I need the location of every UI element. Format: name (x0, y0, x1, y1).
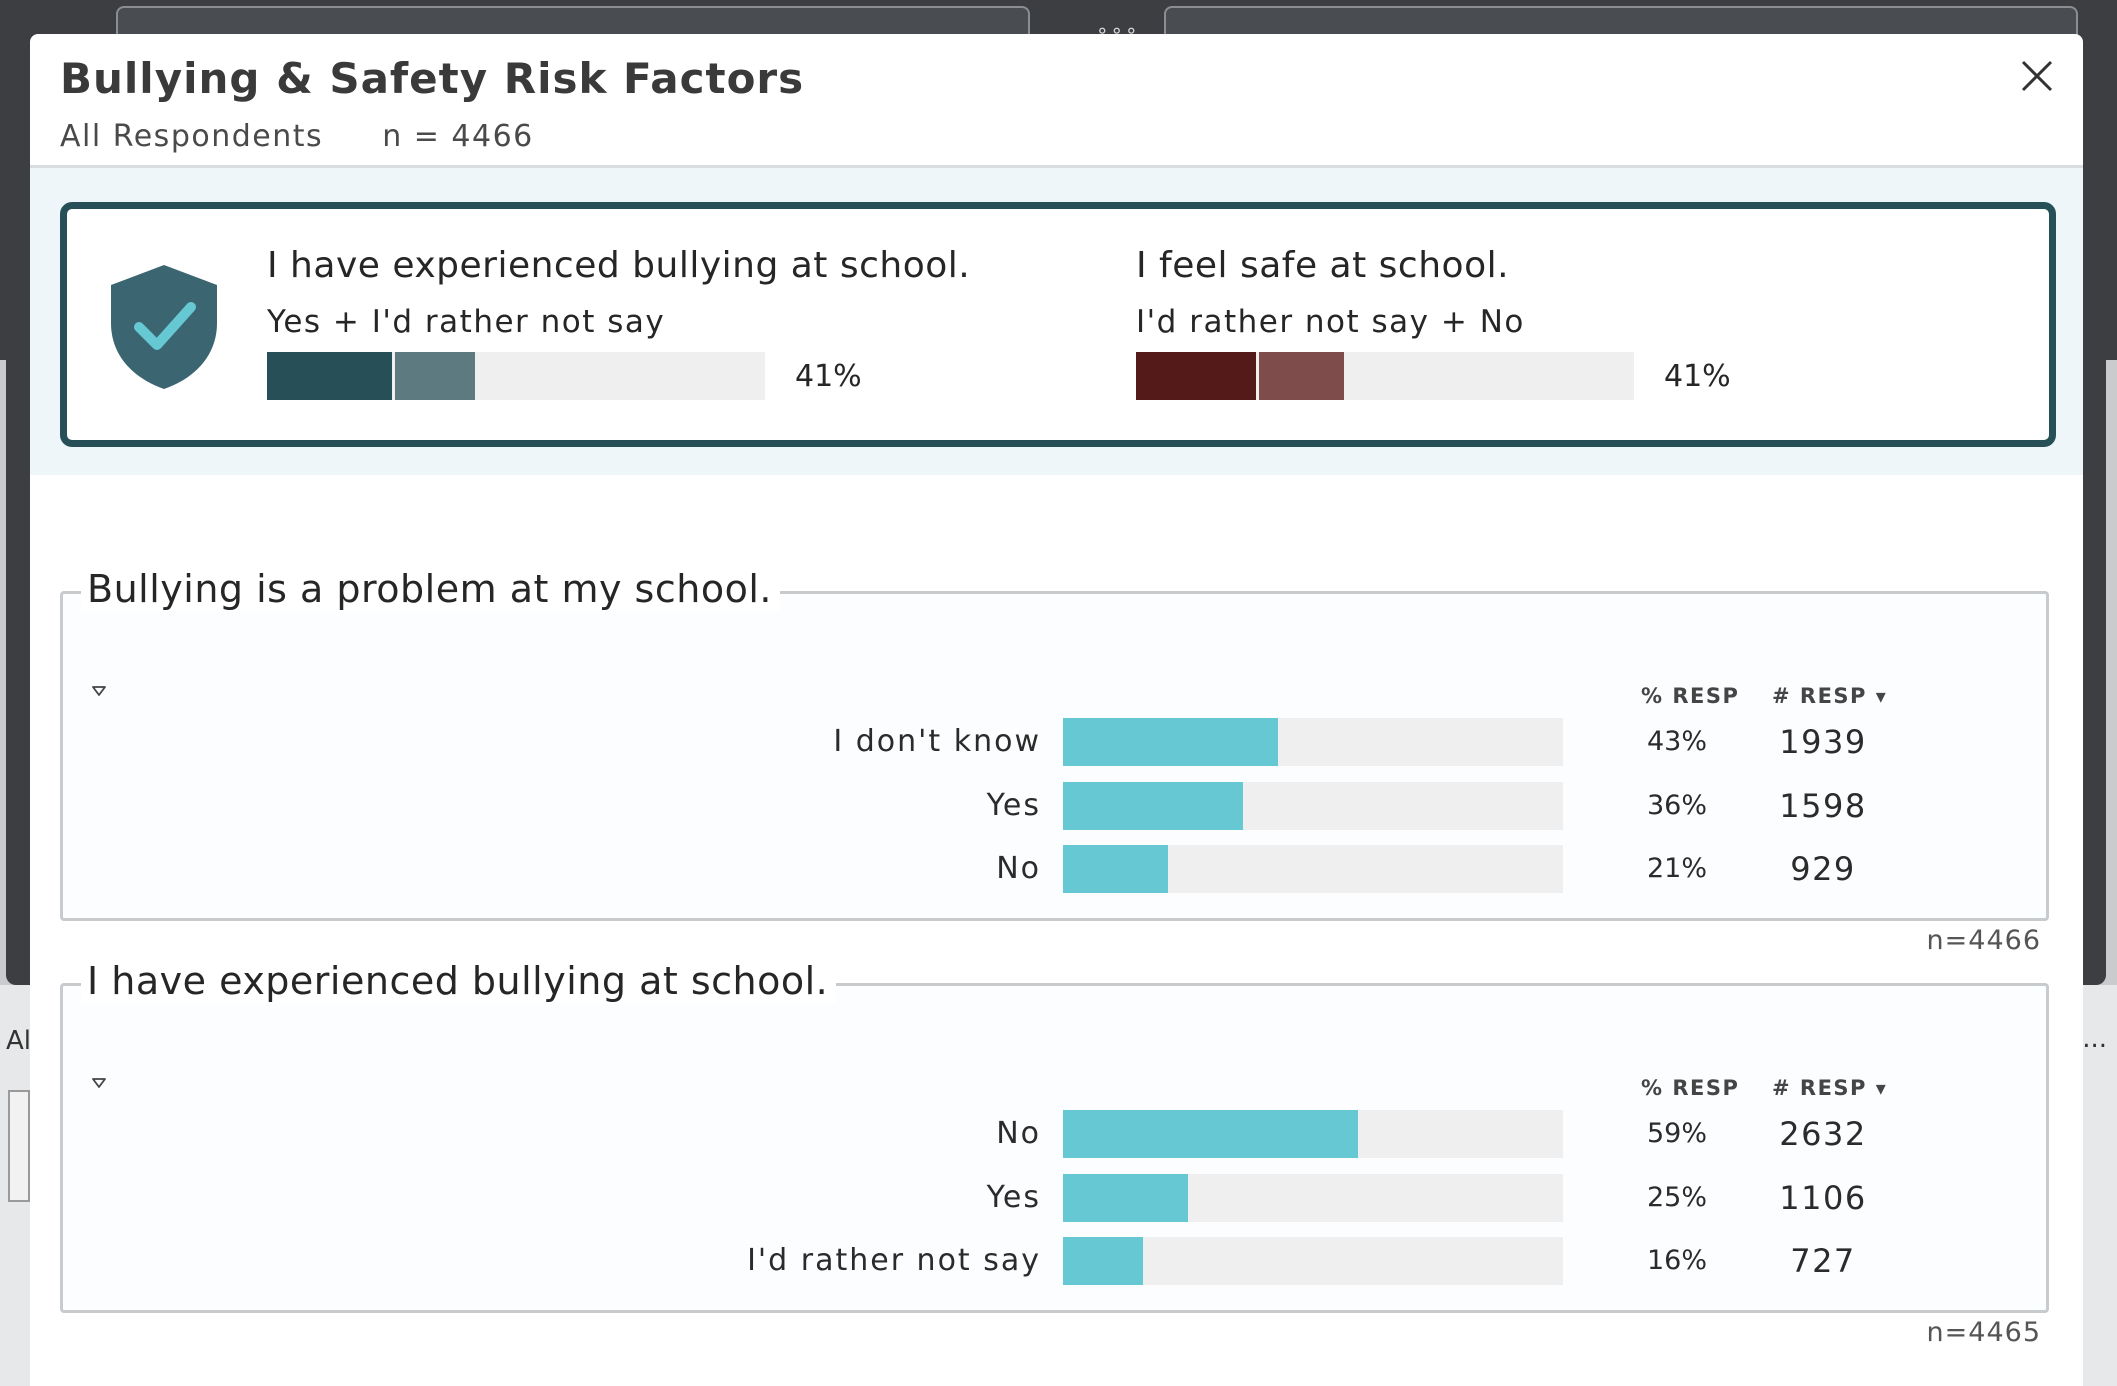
background-side-text: Al (6, 1026, 32, 1056)
column-header-num-resp[interactable]: # RESP ▾ (1772, 684, 1888, 708)
shield-check-icon (111, 265, 217, 389)
modal-title: Bullying & Safety Risk Factors (60, 54, 805, 103)
background-more-icon: ... (2082, 1024, 2107, 1054)
bar-fill (1063, 1173, 1188, 1222)
risk-factors-modal: Bullying & Safety Risk Factors All Respo… (30, 34, 2083, 1386)
respondent-group: All Respondents (60, 119, 324, 154)
bar-track (1063, 781, 1563, 830)
bar-fill (1063, 718, 1278, 766)
bar-track (1063, 1237, 1563, 1285)
bar-track (1063, 718, 1563, 766)
triangle-down-icon[interactable] (91, 684, 107, 698)
modal-subtitle: All Respondents n = 4466 (60, 119, 2083, 154)
stacked-bar (267, 352, 765, 400)
summary-card: I have experienced bullying at school. Y… (60, 202, 2056, 447)
row-percent: 43% (1646, 726, 1707, 757)
row-percent: 36% (1646, 789, 1707, 821)
row-label: I'd rather not say (747, 1243, 1041, 1278)
row-count: 1106 (1779, 1178, 1867, 1217)
row-label: No (996, 851, 1041, 886)
table-row: No 21% 929 (63, 845, 2046, 893)
bar-track (1063, 1173, 1563, 1222)
row-label: Yes (986, 1179, 1041, 1215)
column-header-pct-resp: % RESP (1641, 1076, 1740, 1100)
close-icon[interactable] (2017, 56, 2057, 96)
row-percent: 16% (1646, 1245, 1707, 1276)
row-percent: 25% (1646, 1181, 1707, 1213)
summary-metric-bullying: I have experienced bullying at school. Y… (267, 245, 970, 400)
bar-fill (1063, 1237, 1143, 1285)
stacked-bar-segment (1259, 352, 1344, 400)
bar-track (1063, 845, 1563, 893)
table-row: No 59% 2632 (63, 1110, 2046, 1158)
column-header-num-resp[interactable]: # RESP ▾ (1772, 1076, 1888, 1100)
summary-band: I have experienced bullying at school. Y… (30, 168, 2083, 475)
question-section: I have experienced bullying at school. %… (60, 959, 2049, 1313)
bar-track (1063, 1110, 1563, 1158)
row-count: 929 (1790, 850, 1856, 888)
row-count: 727 (1790, 1242, 1856, 1280)
stacked-bar-segment (395, 352, 475, 400)
row-count: 1598 (1779, 786, 1867, 825)
metric-percent: 41% (1664, 358, 1731, 394)
metric-subtitle: Yes + I'd rather not say (267, 304, 666, 340)
section-title: I have experienced bullying at school. (81, 959, 837, 1003)
stacked-bar (1136, 352, 1634, 400)
row-label: Yes (986, 787, 1041, 823)
section-title: Bullying is a problem at my school. (81, 567, 780, 611)
respondent-count: n = 4466 (382, 119, 534, 154)
row-count: 1939 (1779, 723, 1867, 761)
sample-size-note: n=4465 (1926, 1317, 2041, 1348)
table-row: Yes 36% 1598 (63, 781, 2046, 830)
table-row: I'd rather not say 16% 727 (63, 1237, 2046, 1285)
sort-caret-icon[interactable]: ▾ (1875, 1076, 1888, 1100)
row-label: No (996, 1116, 1041, 1151)
question-section: Bullying is a problem at my school. % RE… (60, 567, 2049, 921)
bar-fill (1063, 845, 1168, 893)
triangle-down-icon[interactable] (91, 1076, 107, 1090)
modal-header: Bullying & Safety Risk Factors All Respo… (30, 34, 2083, 168)
sample-size-note: n=4466 (1926, 925, 2041, 956)
row-percent: 59% (1646, 1118, 1707, 1149)
summary-metric-safety: I feel safe at school. I'd rather not sa… (1136, 245, 1731, 400)
table-row: Yes 25% 1106 (63, 1173, 2046, 1222)
column-header-pct-resp: % RESP (1641, 684, 1740, 708)
bar-fill (1063, 781, 1243, 830)
metric-percent: 41% (795, 358, 862, 394)
metric-question: I have experienced bullying at school. (267, 245, 971, 286)
row-count: 2632 (1779, 1115, 1867, 1153)
sort-caret-icon[interactable]: ▾ (1875, 684, 1888, 708)
row-percent: 21% (1646, 853, 1707, 884)
metric-subtitle: I'd rather not say + No (1136, 304, 1525, 340)
stacked-bar-segment (267, 352, 392, 400)
metric-question: I feel safe at school. (1136, 245, 1510, 286)
bar-fill (1063, 1110, 1358, 1158)
background-side-box (8, 1090, 30, 1202)
stacked-bar-segment (1136, 352, 1256, 400)
row-label: I don't know (833, 724, 1041, 759)
table-row: I don't know 43% 1939 (63, 718, 2046, 766)
